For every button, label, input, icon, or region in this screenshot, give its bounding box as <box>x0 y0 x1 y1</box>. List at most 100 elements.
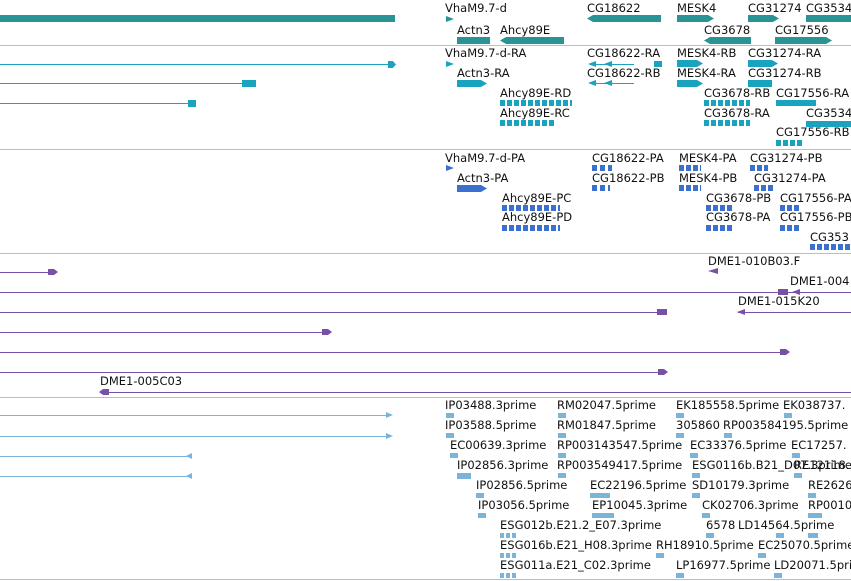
est-label[interactable]: EP10045.3prime <box>592 498 688 512</box>
gene-feature[interactable] <box>704 37 751 44</box>
gene-label[interactable]: Actn3 <box>457 23 491 37</box>
est-feature[interactable] <box>457 473 471 479</box>
est-feature[interactable] <box>676 573 684 578</box>
mrna-label[interactable]: CG17556-RB <box>776 125 850 139</box>
cds-label[interactable]: CG353 <box>810 230 849 244</box>
cds-label[interactable]: Ahcy89E-PC <box>502 191 572 205</box>
bac-line[interactable] <box>0 372 662 373</box>
bac-feature[interactable] <box>708 268 718 274</box>
cds-label[interactable]: Ahcy89E-PD <box>502 210 573 224</box>
est-label[interactable]: EC25070.5prime <box>758 538 851 552</box>
mrna-label[interactable]: MESK4-RA <box>677 66 736 80</box>
cds-label[interactable]: MESK4-PB <box>679 171 738 185</box>
est-feature[interactable] <box>476 493 484 498</box>
est-feature[interactable] <box>702 513 710 518</box>
est-label[interactable]: RP003143547.5prime <box>557 438 683 452</box>
est-feature[interactable] <box>500 553 516 558</box>
mrna-intron-line[interactable] <box>590 64 634 65</box>
mrna-exon[interactable] <box>588 61 596 67</box>
mrna-label[interactable]: VhaM9.7-d-RA <box>445 46 527 60</box>
est-line[interactable] <box>0 415 388 416</box>
cds-label[interactable]: Actn3-PA <box>457 171 509 185</box>
est-label[interactable]: ESG012b.E21.2_E07.3prime <box>500 518 662 532</box>
est-line[interactable] <box>0 456 188 457</box>
cds-feature[interactable] <box>780 205 800 211</box>
bac-label[interactable]: DME1-004 <box>790 274 850 288</box>
gene-feature[interactable] <box>587 15 661 22</box>
bac-label[interactable]: DME1-010B03.F <box>708 254 801 268</box>
est-feature[interactable] <box>808 533 818 538</box>
cds-label[interactable]: CG17556-PB <box>780 210 851 224</box>
est-feature[interactable] <box>558 453 566 458</box>
mrna-exon[interactable] <box>704 120 750 126</box>
est-label[interactable]: RM02047.5prime <box>557 398 656 412</box>
gene-label[interactable]: CG3534 <box>806 1 851 15</box>
bac-label[interactable]: DME1-005C03 <box>100 374 183 388</box>
mrna-intron-line[interactable] <box>0 103 190 104</box>
est-label[interactable]: RE2626 <box>808 478 851 492</box>
mrna-exon[interactable] <box>748 60 778 67</box>
est-feature[interactable] <box>776 533 784 538</box>
mrna-intron-line[interactable] <box>0 64 390 65</box>
gene-label[interactable]: VhaM9.7-d <box>445 1 507 15</box>
est-feature[interactable] <box>386 412 393 418</box>
est-label[interactable]: RP0010 <box>808 498 851 512</box>
est-line[interactable] <box>0 476 188 477</box>
est-feature[interactable] <box>590 493 610 498</box>
cds-feature[interactable] <box>592 185 610 191</box>
gene-feature[interactable] <box>748 15 779 22</box>
est-label[interactable]: CK02706.3prime <box>702 498 799 512</box>
est-label[interactable]: LD14564.5prime <box>738 518 835 532</box>
bac-line[interactable] <box>0 352 784 353</box>
est-feature[interactable] <box>558 433 566 438</box>
bac-line[interactable] <box>0 272 52 273</box>
mrna-exon[interactable] <box>188 100 196 107</box>
mrna-exon[interactable] <box>500 120 556 126</box>
mrna-exon[interactable] <box>776 140 802 146</box>
mrna-exon[interactable] <box>748 80 772 87</box>
gene-label[interactable]: CG17556 <box>775 23 829 37</box>
est-feature[interactable] <box>808 513 822 518</box>
cds-feature[interactable] <box>502 225 560 231</box>
mrna-intron-line[interactable] <box>0 83 243 84</box>
est-feature[interactable] <box>500 533 516 538</box>
mrna-exon[interactable] <box>654 61 662 67</box>
est-label[interactable]: RP003584195.5prime <box>723 418 849 432</box>
est-feature[interactable] <box>558 473 566 478</box>
mrna-exon[interactable] <box>457 80 487 87</box>
est-feature[interactable] <box>774 573 782 578</box>
gene-feature[interactable] <box>500 37 564 44</box>
mrna-exon[interactable] <box>704 100 750 106</box>
mrna-label[interactable]: Ahcy89E-RD <box>500 86 572 100</box>
est-label[interactable]: EK185558.5prime <box>676 398 780 412</box>
gene-feature[interactable] <box>677 15 714 22</box>
cds-label[interactable]: MESK4-PA <box>679 151 737 165</box>
mrna-exon[interactable] <box>388 61 396 68</box>
est-feature[interactable] <box>692 493 700 498</box>
est-label[interactable]: EK038737. <box>783 398 846 412</box>
est-feature[interactable] <box>758 553 766 558</box>
mrna-intron-line[interactable] <box>590 83 634 84</box>
est-label[interactable]: IP03488.3prime <box>445 398 537 412</box>
est-feature[interactable] <box>676 413 684 418</box>
cds-feature[interactable] <box>780 225 800 231</box>
bac-feature[interactable] <box>322 329 332 335</box>
mrna-label[interactable]: Actn3-RA <box>457 66 510 80</box>
mrna-exon[interactable] <box>806 121 851 127</box>
est-feature[interactable] <box>676 433 684 438</box>
est-feature[interactable] <box>692 473 700 478</box>
cds-label[interactable]: CG31274-PB <box>750 151 823 165</box>
est-feature[interactable] <box>592 513 614 518</box>
est-feature[interactable] <box>724 433 732 438</box>
cds-feature[interactable] <box>706 205 732 211</box>
est-feature[interactable] <box>386 433 393 439</box>
est-label[interactable]: 6578 <box>706 518 736 532</box>
cds-feature[interactable] <box>502 205 560 211</box>
cds-label[interactable]: VhaM9.7-d-PA <box>445 151 526 165</box>
gene-feature[interactable] <box>806 15 851 22</box>
mrna-exon[interactable] <box>677 80 703 87</box>
mrna-exon[interactable] <box>588 80 596 86</box>
mrna-label[interactable]: CG3678-RB <box>704 86 771 100</box>
bac-feature[interactable] <box>737 309 745 315</box>
est-feature[interactable] <box>446 413 454 418</box>
